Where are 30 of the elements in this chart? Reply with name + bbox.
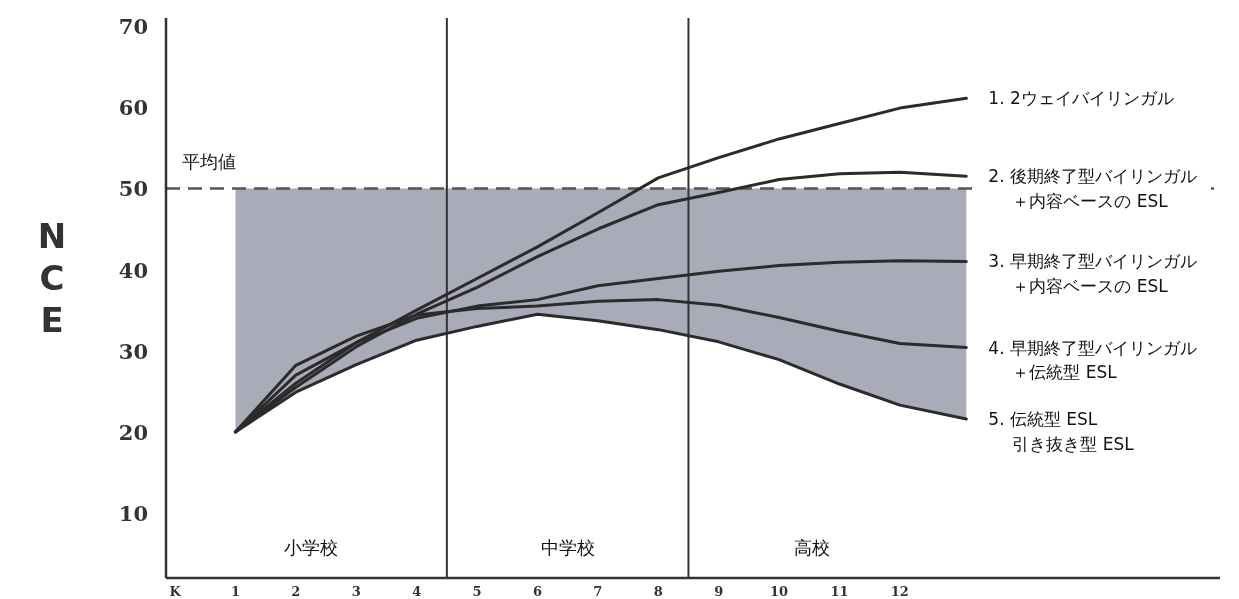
- x-tick-label: 10: [770, 584, 789, 599]
- x-tick-label: 5: [472, 584, 482, 599]
- x-tick-label: 11: [830, 584, 849, 599]
- x-tick-label: 6: [532, 584, 542, 599]
- x-tick-label: 7: [593, 584, 603, 599]
- x-tick-label: 8: [653, 584, 663, 599]
- y-tick-label: 70: [118, 14, 148, 40]
- series-label: 1. 2ウェイバイリンガル: [988, 88, 1174, 109]
- x-tick-label: 9: [714, 584, 724, 599]
- y-axis-title: NCE: [37, 216, 67, 340]
- series-label: 5. 伝統型 ESL 引き抜き型 ESL: [988, 408, 1135, 454]
- y-tick-label: 20: [118, 419, 148, 445]
- y-tick-label: 40: [118, 257, 148, 283]
- annotation: 小学校: [283, 537, 338, 558]
- ref-line-label: 平均値: [182, 151, 236, 173]
- series-label: 3. 早期終了型バイリンガル＋内容ベースの ESL: [988, 251, 1197, 297]
- series-label: 4. 早期終了型バイリンガル＋伝統型 ESL: [988, 337, 1197, 383]
- annotation: 中学校: [540, 537, 595, 558]
- y-tick-label: 60: [118, 95, 148, 121]
- y-tick-label: 50: [118, 176, 148, 202]
- x-tick-label: 2: [291, 584, 301, 599]
- x-tick-label: 3: [351, 584, 361, 599]
- x-tick-label: K: [169, 584, 182, 599]
- series-label: 2. 後期終了型バイリンガル＋内容ベースの ESL: [988, 166, 1197, 211]
- annotation: 高校: [794, 537, 831, 558]
- x-tick-label: 4: [412, 584, 422, 599]
- y-tick-label: 30: [118, 338, 148, 364]
- x-tick-label: 12: [890, 584, 909, 599]
- y-tick-label: 10: [118, 501, 148, 527]
- x-tick-label: 1: [230, 584, 240, 599]
